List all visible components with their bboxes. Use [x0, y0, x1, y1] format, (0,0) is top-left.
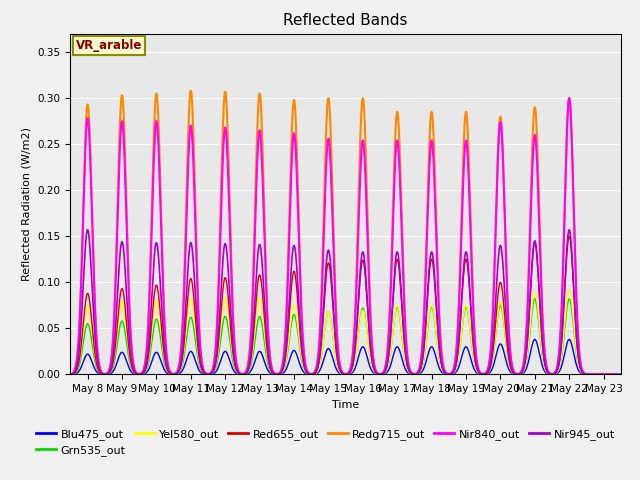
Line: Redg715_out: Redg715_out [70, 91, 621, 374]
Yel580_out [90, 340, 97, 346]
Grn535_out [175, 371, 182, 376]
Line: Grn535_out: Grn535_out [70, 299, 621, 374]
Grn535_out [588, 372, 596, 377]
Text: VR_arable: VR_arable [76, 39, 142, 52]
Red655_out [69, 371, 77, 377]
Red655_out [565, 233, 573, 239]
Nir945_out [69, 371, 77, 377]
Nir840_out [617, 372, 625, 377]
Grn535_out [90, 348, 97, 354]
Red655_out [99, 372, 107, 377]
Nir945_out [175, 369, 182, 375]
Red655_out [335, 366, 343, 372]
Redg715_out [588, 372, 596, 377]
Yel580_out [67, 372, 74, 377]
Line: Nir945_out: Nir945_out [70, 230, 621, 374]
Nir945_out [335, 366, 343, 372]
Yel580_out [335, 369, 343, 374]
Nir945_out [565, 227, 573, 233]
Nir840_out [565, 95, 573, 101]
Blu475_out [175, 371, 182, 377]
Nir945_out [588, 372, 596, 377]
Yel580_out [588, 372, 596, 377]
Nir840_out [588, 372, 596, 377]
Nir840_out [69, 371, 77, 376]
Redg715_out [175, 366, 182, 372]
Redg715_out [69, 371, 77, 376]
Nir840_out [90, 254, 97, 260]
Red655_out [175, 370, 182, 375]
Redg715_out [335, 359, 343, 365]
Y-axis label: Reflected Radiation (W/m2): Reflected Radiation (W/m2) [22, 127, 32, 281]
Nir945_out [617, 372, 625, 377]
Red655_out [90, 335, 97, 340]
Blu475_out [335, 370, 343, 376]
Redg715_out [617, 372, 625, 377]
Line: Nir840_out: Nir840_out [70, 98, 621, 374]
Nir840_out [175, 367, 182, 372]
Blu475_out [588, 372, 596, 377]
Line: Red655_out: Red655_out [70, 236, 621, 374]
Nir945_out [67, 372, 74, 377]
Red655_out [617, 372, 625, 377]
Grn535_out [99, 372, 107, 377]
Blu475_out [99, 372, 107, 377]
Yel580_out [617, 372, 625, 377]
Line: Yel580_out: Yel580_out [70, 289, 621, 374]
Grn535_out [531, 296, 539, 302]
Yel580_out [69, 371, 77, 377]
Yel580_out [565, 287, 573, 292]
Redg715_out [99, 371, 107, 377]
Line: Blu475_out: Blu475_out [70, 339, 621, 374]
Nir945_out [90, 305, 97, 311]
Redg715_out [187, 88, 195, 94]
Nir945_out [99, 371, 107, 377]
Nir840_out [99, 371, 107, 377]
Blu475_out [67, 372, 74, 377]
X-axis label: Time: Time [332, 400, 359, 409]
Yel580_out [175, 370, 182, 376]
Blu475_out [69, 372, 77, 377]
Grn535_out [67, 372, 74, 377]
Yel580_out [99, 372, 107, 377]
Nir840_out [335, 360, 343, 366]
Red655_out [588, 372, 596, 377]
Blu475_out [617, 372, 625, 377]
Nir840_out [67, 372, 74, 377]
Legend: Blu475_out, Grn535_out, Yel580_out, Red655_out, Redg715_out, Nir840_out, Nir945_: Blu475_out, Grn535_out, Yel580_out, Red6… [32, 424, 619, 460]
Grn535_out [335, 369, 343, 374]
Blu475_out [531, 336, 539, 342]
Redg715_out [90, 248, 97, 254]
Grn535_out [69, 372, 77, 377]
Redg715_out [67, 372, 74, 377]
Title: Reflected Bands: Reflected Bands [284, 13, 408, 28]
Red655_out [67, 372, 74, 377]
Blu475_out [90, 362, 97, 368]
Grn535_out [617, 372, 625, 377]
